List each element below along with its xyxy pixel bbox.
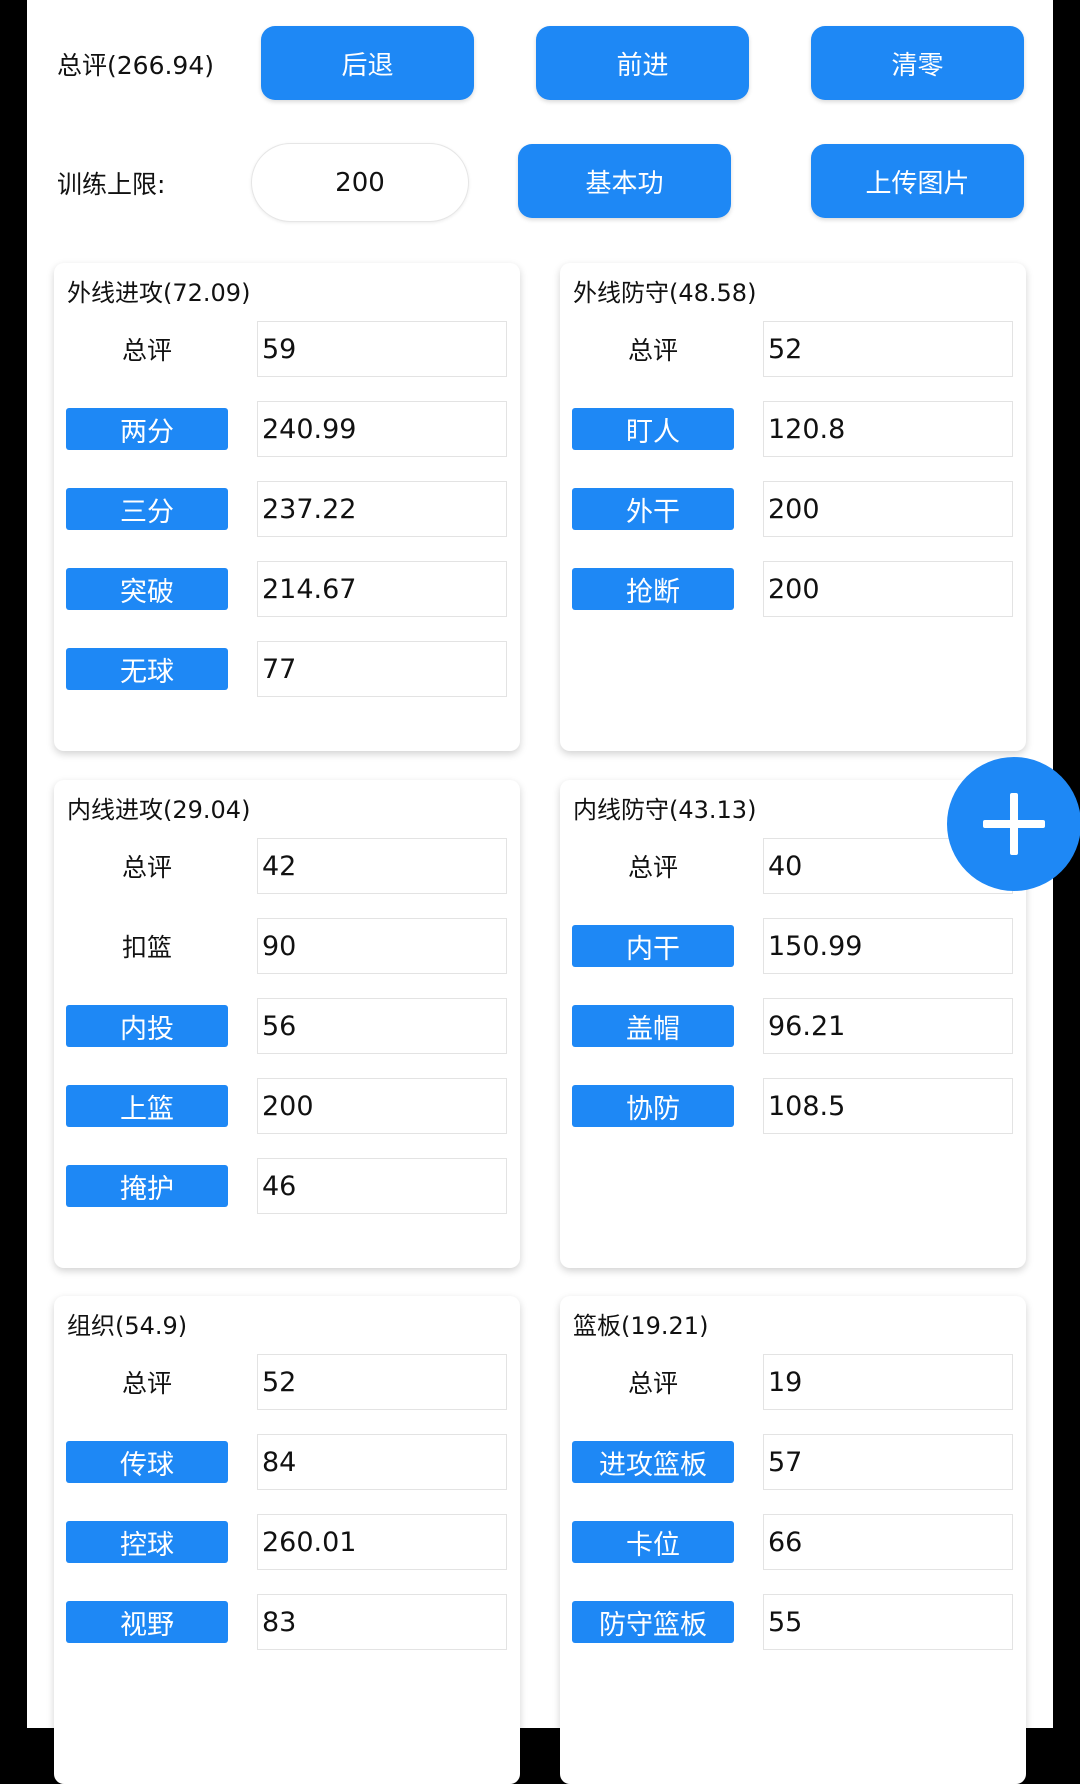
row-value-input[interactable]: 90 xyxy=(257,918,507,974)
row-label-button[interactable]: 协防 xyxy=(572,1085,734,1127)
basics-button[interactable]: 基本功 xyxy=(518,144,731,218)
row-label: 总评 xyxy=(627,336,678,365)
training-limit-label: 训练上限: xyxy=(57,170,166,199)
card-title: 篮板(19.21) xyxy=(573,1312,709,1340)
row-label: 总评 xyxy=(627,1369,678,1398)
row-value-input[interactable]: 96.21 xyxy=(763,998,1013,1054)
row-value-input[interactable]: 200 xyxy=(763,481,1013,537)
row-value-input[interactable]: 46 xyxy=(257,1158,507,1214)
row-label: 总评 xyxy=(121,1369,172,1398)
forward-button[interactable]: 前进 xyxy=(536,26,749,100)
row-label-button[interactable]: 掩护 xyxy=(66,1165,228,1207)
card-title: 组织(54.9) xyxy=(67,1312,188,1340)
row-value-input[interactable]: 83 xyxy=(257,1594,507,1650)
row-label-button[interactable]: 无球 xyxy=(66,648,228,690)
row-value-input[interactable]: 52 xyxy=(763,321,1013,377)
training-limit-input[interactable]: 200 xyxy=(251,143,469,222)
row-label-button[interactable]: 盖帽 xyxy=(572,1005,734,1047)
row-value-input[interactable]: 66 xyxy=(763,1514,1013,1570)
row-value-input[interactable]: 59 xyxy=(257,321,507,377)
row-value-input[interactable]: 108.5 xyxy=(763,1078,1013,1134)
row-label: 总评 xyxy=(627,853,678,882)
upload-image-button[interactable]: 上传图片 xyxy=(811,144,1024,218)
row-value-input[interactable]: 52 xyxy=(257,1354,507,1410)
row-value-input[interactable]: 77 xyxy=(257,641,507,697)
row-value-input[interactable]: 150.99 xyxy=(763,918,1013,974)
card-title: 内线防守(43.13) xyxy=(573,796,757,824)
row-value-input[interactable]: 237.22 xyxy=(257,481,507,537)
row-value-input[interactable]: 19 xyxy=(763,1354,1013,1410)
card-title: 外线防守(48.58) xyxy=(573,279,757,307)
row-label-button[interactable]: 抢断 xyxy=(572,568,734,610)
row-value-input[interactable]: 240.99 xyxy=(257,401,507,457)
row-label: 扣篮 xyxy=(121,933,172,962)
row-value-input[interactable]: 84 xyxy=(257,1434,507,1490)
row-label-button[interactable]: 上篮 xyxy=(66,1085,228,1127)
row-label-button[interactable]: 突破 xyxy=(66,568,228,610)
row-label-button[interactable]: 传球 xyxy=(66,1441,228,1483)
row-value-input[interactable]: 200 xyxy=(763,561,1013,617)
row-label-button[interactable]: 进攻篮板 xyxy=(572,1441,734,1483)
attribute-card: 外线进攻(72.09) 总评 59 两分 240.99 三分 237.22 突破 214.67 无… xyxy=(54,263,520,751)
row-label-button[interactable]: 盯人 xyxy=(572,408,734,450)
attribute-card: 篮板(19.21) 总评 19 进攻篮板 57 卡位 66 防守篮板 55 xyxy=(560,1296,1026,1784)
row-value-input[interactable]: 260.01 xyxy=(257,1514,507,1570)
row-value-input[interactable]: 200 xyxy=(257,1078,507,1134)
card-title: 外线进攻(72.09) xyxy=(67,279,251,307)
back-button[interactable]: 后退 xyxy=(261,26,474,100)
row-label-button[interactable]: 三分 xyxy=(66,488,228,530)
app-screen: 总评(266.94) 后退 前进 清零 训练上限: 200 基本功 上传图片 外… xyxy=(27,0,1080,1784)
row-value-input[interactable]: 55 xyxy=(763,1594,1013,1650)
row-label-button[interactable]: 两分 xyxy=(66,408,228,450)
row-label-button[interactable]: 内干 xyxy=(572,925,734,967)
attribute-card: 内线进攻(29.04) 总评 42 扣篮 90 内投 56 上篮 200 掩护 46 xyxy=(54,780,520,1268)
row-label-button[interactable]: 视野 xyxy=(66,1601,228,1643)
row-value-input[interactable]: 56 xyxy=(257,998,507,1054)
reset-button[interactable]: 清零 xyxy=(811,26,1024,100)
row-label-button[interactable]: 外干 xyxy=(572,488,734,530)
row-label: 总评 xyxy=(121,336,172,365)
row-label-button[interactable]: 卡位 xyxy=(572,1521,734,1563)
row-label-button[interactable]: 控球 xyxy=(66,1521,228,1563)
row-value-input[interactable]: 214.67 xyxy=(257,561,507,617)
row-value-input[interactable]: 57 xyxy=(763,1434,1013,1490)
row-label-button[interactable]: 防守篮板 xyxy=(572,1601,734,1643)
attribute-card: 组织(54.9) 总评 52 传球 84 控球 260.01 视野 83 xyxy=(54,1296,520,1784)
add-fab-button[interactable] xyxy=(947,757,1080,891)
row-value-input[interactable]: 42 xyxy=(257,838,507,894)
total-score-label: 总评(266.94) xyxy=(57,51,214,80)
row-label-button[interactable]: 内投 xyxy=(66,1005,228,1047)
card-title: 内线进攻(29.04) xyxy=(67,796,251,824)
row-label: 总评 xyxy=(121,853,172,882)
attribute-card: 外线防守(48.58) 总评 52 盯人 120.8 外干 200 抢断 200 xyxy=(560,263,1026,751)
row-value-input[interactable]: 120.8 xyxy=(763,401,1013,457)
